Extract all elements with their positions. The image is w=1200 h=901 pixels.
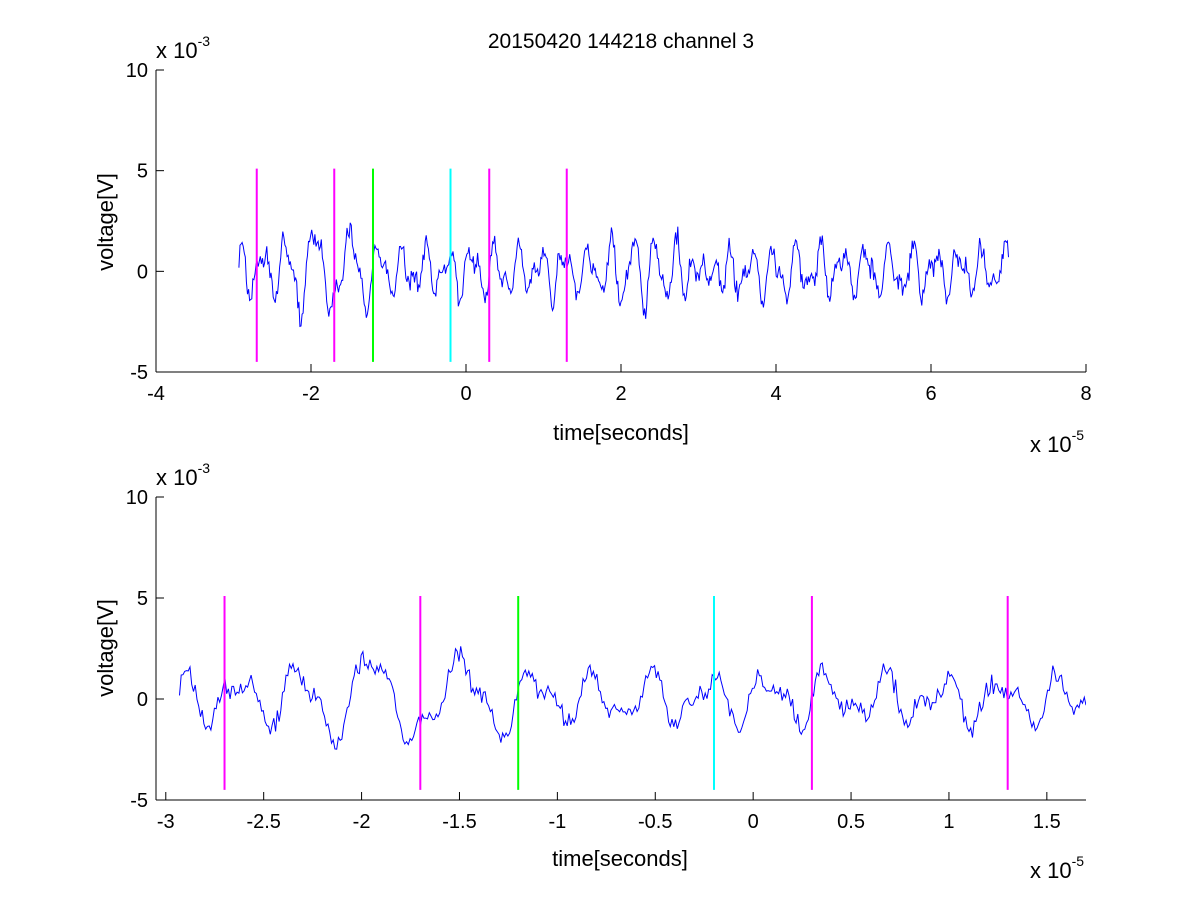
y-scale-label: x 10-3 — [156, 33, 210, 63]
y-tick-label: 0 — [137, 689, 148, 711]
x-scale-exp: -5 — [1072, 853, 1085, 869]
x-tick-label: -2 — [302, 383, 320, 405]
bottom-plot: -3 -2.5 -2 -1.5 -1 -0.5 0 0.5 1 1.5 -5 0 5 10 time[se… — [93, 460, 1086, 883]
x-scale-exp: -5 — [1072, 427, 1085, 443]
x-tick-label: 2 — [615, 383, 626, 405]
y-scale-exp: -3 — [198, 460, 211, 476]
x-tick-label: -0.5 — [638, 811, 672, 833]
x-tick-label: 1 — [943, 811, 954, 833]
y-tick-label: 10 — [126, 60, 148, 82]
y-scale-base: x 10 — [156, 465, 198, 490]
x-scale-label: x 10-5 — [1030, 853, 1084, 883]
plot-area — [179, 595, 1086, 790]
top-plot: 20150420 144218 channel 3 -4 -2 0 2 4 6 8 -5 0 5 1… — [93, 30, 1092, 457]
x-scale-base: x 10 — [1030, 858, 1072, 883]
y-scale-base: x 10 — [156, 38, 198, 63]
x-tick-label: 6 — [925, 383, 936, 405]
y-tick-label: -5 — [130, 790, 148, 812]
y-tick-label: 5 — [137, 161, 148, 183]
y-scale-exp: -3 — [198, 33, 211, 49]
x-tick-label: 0 — [748, 811, 759, 833]
y-tick-label: 5 — [137, 588, 148, 610]
x-tick-label: 0.5 — [837, 811, 865, 833]
y-tick-label: 10 — [126, 487, 148, 509]
x-axis-label: time[seconds] — [552, 846, 688, 871]
signal-trace — [238, 222, 1009, 328]
y-axis-label: voltage[V] — [93, 173, 118, 271]
x-tick-label: -1 — [548, 811, 566, 833]
x-scale-base: x 10 — [1030, 432, 1072, 457]
y-tick-label: -5 — [130, 362, 148, 384]
x-tick-label: -4 — [147, 383, 165, 405]
x-tick-label: 8 — [1080, 383, 1091, 405]
y-scale-label: x 10-3 — [156, 460, 210, 490]
x-axis-label: time[seconds] — [553, 420, 689, 445]
x-tick-label: 4 — [770, 383, 781, 405]
y-axis-label: voltage[V] — [93, 599, 118, 697]
x-tick-label: 0 — [460, 383, 471, 405]
x-tick-label: -2 — [353, 811, 371, 833]
y-tick-label: 0 — [137, 261, 148, 283]
x-tick-label: -3 — [157, 811, 175, 833]
x-tick-label: -2.5 — [246, 811, 280, 833]
signal-trace — [179, 646, 1086, 750]
x-scale-label: x 10-5 — [1030, 427, 1084, 457]
x-tick-label: -1.5 — [442, 811, 476, 833]
chart-title: 20150420 144218 channel 3 — [488, 30, 754, 53]
plot-area — [238, 168, 1009, 362]
x-tick-label: 1.5 — [1033, 811, 1061, 833]
